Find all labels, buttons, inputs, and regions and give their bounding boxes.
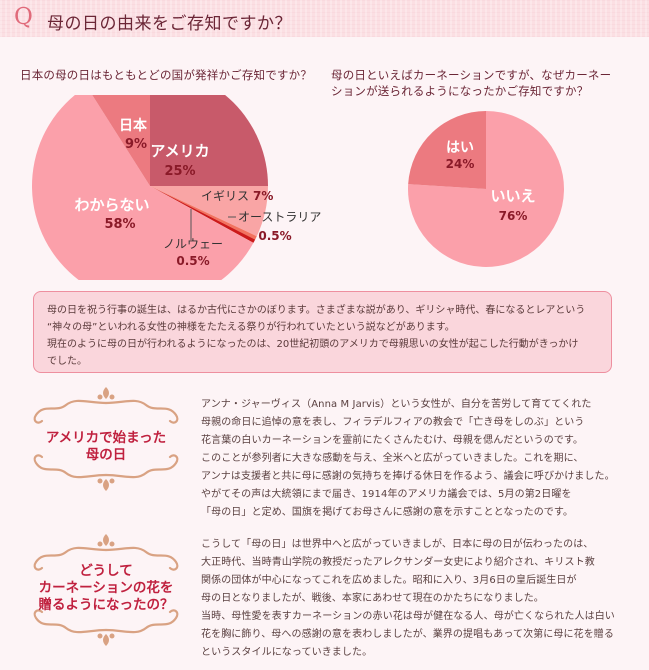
section-1-title-line: 母の日 bbox=[85, 447, 127, 463]
pie-slice bbox=[150, 186, 257, 240]
label-unknown: わからない bbox=[74, 196, 149, 214]
section-2-title-line: 贈るようになったの？ bbox=[38, 597, 174, 613]
label-uk: イギリス 7% bbox=[201, 189, 273, 203]
question-2-line: 母の日といえばカーネーションですが、なぜカーネー bbox=[331, 68, 612, 82]
section-header: Q 母の日の由来をご存知ですか？ bbox=[0, 0, 649, 37]
section-2-title-line: どうして bbox=[79, 563, 133, 579]
body-line: 「母の日」と定め、国旗を掲げてお母さんに感謝の意を示すこととなったのです。 bbox=[201, 507, 574, 518]
pct-unknown: 58% bbox=[104, 217, 135, 232]
label-australia: オーストラリア bbox=[238, 210, 321, 224]
body-line: こうして「母の日」は世界中へと広がっていきましが、日本に母の日が伝わったのは、 bbox=[201, 539, 594, 550]
pie-slice bbox=[150, 186, 256, 243]
body-line: 当時、母性愛を表すカーネーションの赤い花は母が健在なる人、母が亡くなられた人は白… bbox=[201, 611, 615, 622]
section-2-body: こうして「母の日」は世界中へと広がっていきましが、日本に母の日が伝わったのは、 … bbox=[201, 536, 615, 662]
section-1-title: アメリカで始まった 母の日 bbox=[26, 430, 186, 464]
body-line: 大正時代、当時青山学院の教授だったアレクサンダー女史により紹介され、キリスト教 bbox=[201, 557, 595, 568]
pct-norway: 0.5% bbox=[176, 254, 209, 268]
question-2: 母の日といえばカーネーションですが、なぜカーネー ションが送られるようになったか… bbox=[331, 67, 631, 99]
label-america: アメリカ bbox=[150, 142, 209, 160]
label-no: いいえ bbox=[490, 187, 535, 205]
pie-slice bbox=[408, 111, 486, 189]
body-line: 母の日となりましたが、戦後、本家にあわせて現在のかたちになりました。 bbox=[201, 593, 544, 604]
question-2-line: ションが送られるようになったかご存知ですか？ bbox=[331, 84, 589, 98]
info-line: “神々の母”といわれる女性の神様をたたえる祭りが行われていたという説などがありま… bbox=[47, 322, 455, 333]
ornament-frame-icon bbox=[33, 387, 179, 491]
ornament-frame-icon bbox=[33, 534, 179, 646]
pie-chart-carnation-slices bbox=[408, 111, 564, 267]
pie-slice bbox=[92, 95, 150, 186]
section-1-title-line: アメリカで始まった bbox=[45, 430, 167, 446]
pie-slice bbox=[150, 95, 268, 186]
body-line: このことが参列者に大きな感動を与え、全米へと広がっていきました。これを期に、 bbox=[201, 453, 584, 464]
label-yes: はい bbox=[446, 140, 474, 156]
body-line: 母親の命日に追悼の意を表し、フィラデルフィアの教会で「亡き母をしのぶ」という bbox=[201, 417, 585, 428]
pct-yes: 24% bbox=[446, 157, 475, 171]
pie-chart-origin-slices bbox=[32, 95, 268, 280]
body-line: アンナ・ジャーヴィス（Anna M Jarvis）という女性が、自分を苦労して育… bbox=[201, 399, 592, 410]
body-line: というスタイルになっていきました。 bbox=[201, 647, 373, 658]
pct-no: 76% bbox=[499, 209, 528, 223]
info-line: 現在のように母の日が行われるようになったのは、20世紀初頭のアメリカで母親思いの… bbox=[47, 339, 579, 350]
question-1: 日本の母の日はもともとどの国が発祥かご存知ですか？ bbox=[20, 68, 313, 82]
pie-chart-carnation: はい 24% いいえ 76% bbox=[408, 111, 564, 267]
label-uk-name: イギリス bbox=[201, 189, 249, 203]
info-line: でした。 bbox=[47, 356, 87, 367]
pie-chart-origin: アメリカ 25% 日本 9% わからない 58% イギリス 7% オーストラリア … bbox=[32, 95, 321, 280]
body-line: 関係の団体が中心になってこれを広めました。昭和に入り、3月6日の皇后誕生日が bbox=[201, 575, 577, 586]
info-line: 母の日を祝う行事の誕生は、はるか古代にさかのぼります。さまざまな説があり、ギリシ… bbox=[47, 305, 586, 316]
body-line: 花言葉の白いカーネーションを霊前にたくさんたむけ、母親を偲んだというのです。 bbox=[201, 435, 584, 446]
section-2-title-line: カーネーションの花を bbox=[38, 580, 174, 596]
pct-america: 25% bbox=[164, 164, 195, 179]
info-box: 母の日を祝う行事の誕生は、はるか古代にさかのぼります。さまざまな説があり、ギリシ… bbox=[33, 291, 612, 373]
body-line: アンナは支援者と共に母に感謝の気持ちを捧げる休日を作るよう、議会に呼びかけました… bbox=[201, 471, 615, 482]
pct-japan: 9% bbox=[125, 137, 147, 152]
pie-slice bbox=[150, 186, 268, 237]
pie-slice bbox=[32, 95, 254, 280]
body-line: 花を胸に飾り、母への感謝の意を表わしましたが、業界の提唱もあって次第に母に花を贈… bbox=[201, 629, 614, 640]
section-1-body: アンナ・ジャーヴィス（Anna M Jarvis）という女性が、自分を苦労して育… bbox=[201, 396, 615, 522]
q-mark: Q bbox=[14, 4, 33, 30]
pct-australia: 0.5% bbox=[258, 229, 291, 243]
section-2-title: どうして カーネーションの花を 贈るようになったの？ bbox=[22, 563, 190, 614]
page-title: 母の日の由来をご存知ですか？ bbox=[47, 14, 292, 34]
pct-uk: 7% bbox=[253, 189, 273, 203]
label-norway: ノルウェー bbox=[163, 237, 223, 251]
label-japan: 日本 bbox=[119, 117, 148, 134]
body-line: やがてその声は大統領にまで届き、1914年のアメリカ議会では、5月の第2日曜を bbox=[201, 489, 572, 500]
